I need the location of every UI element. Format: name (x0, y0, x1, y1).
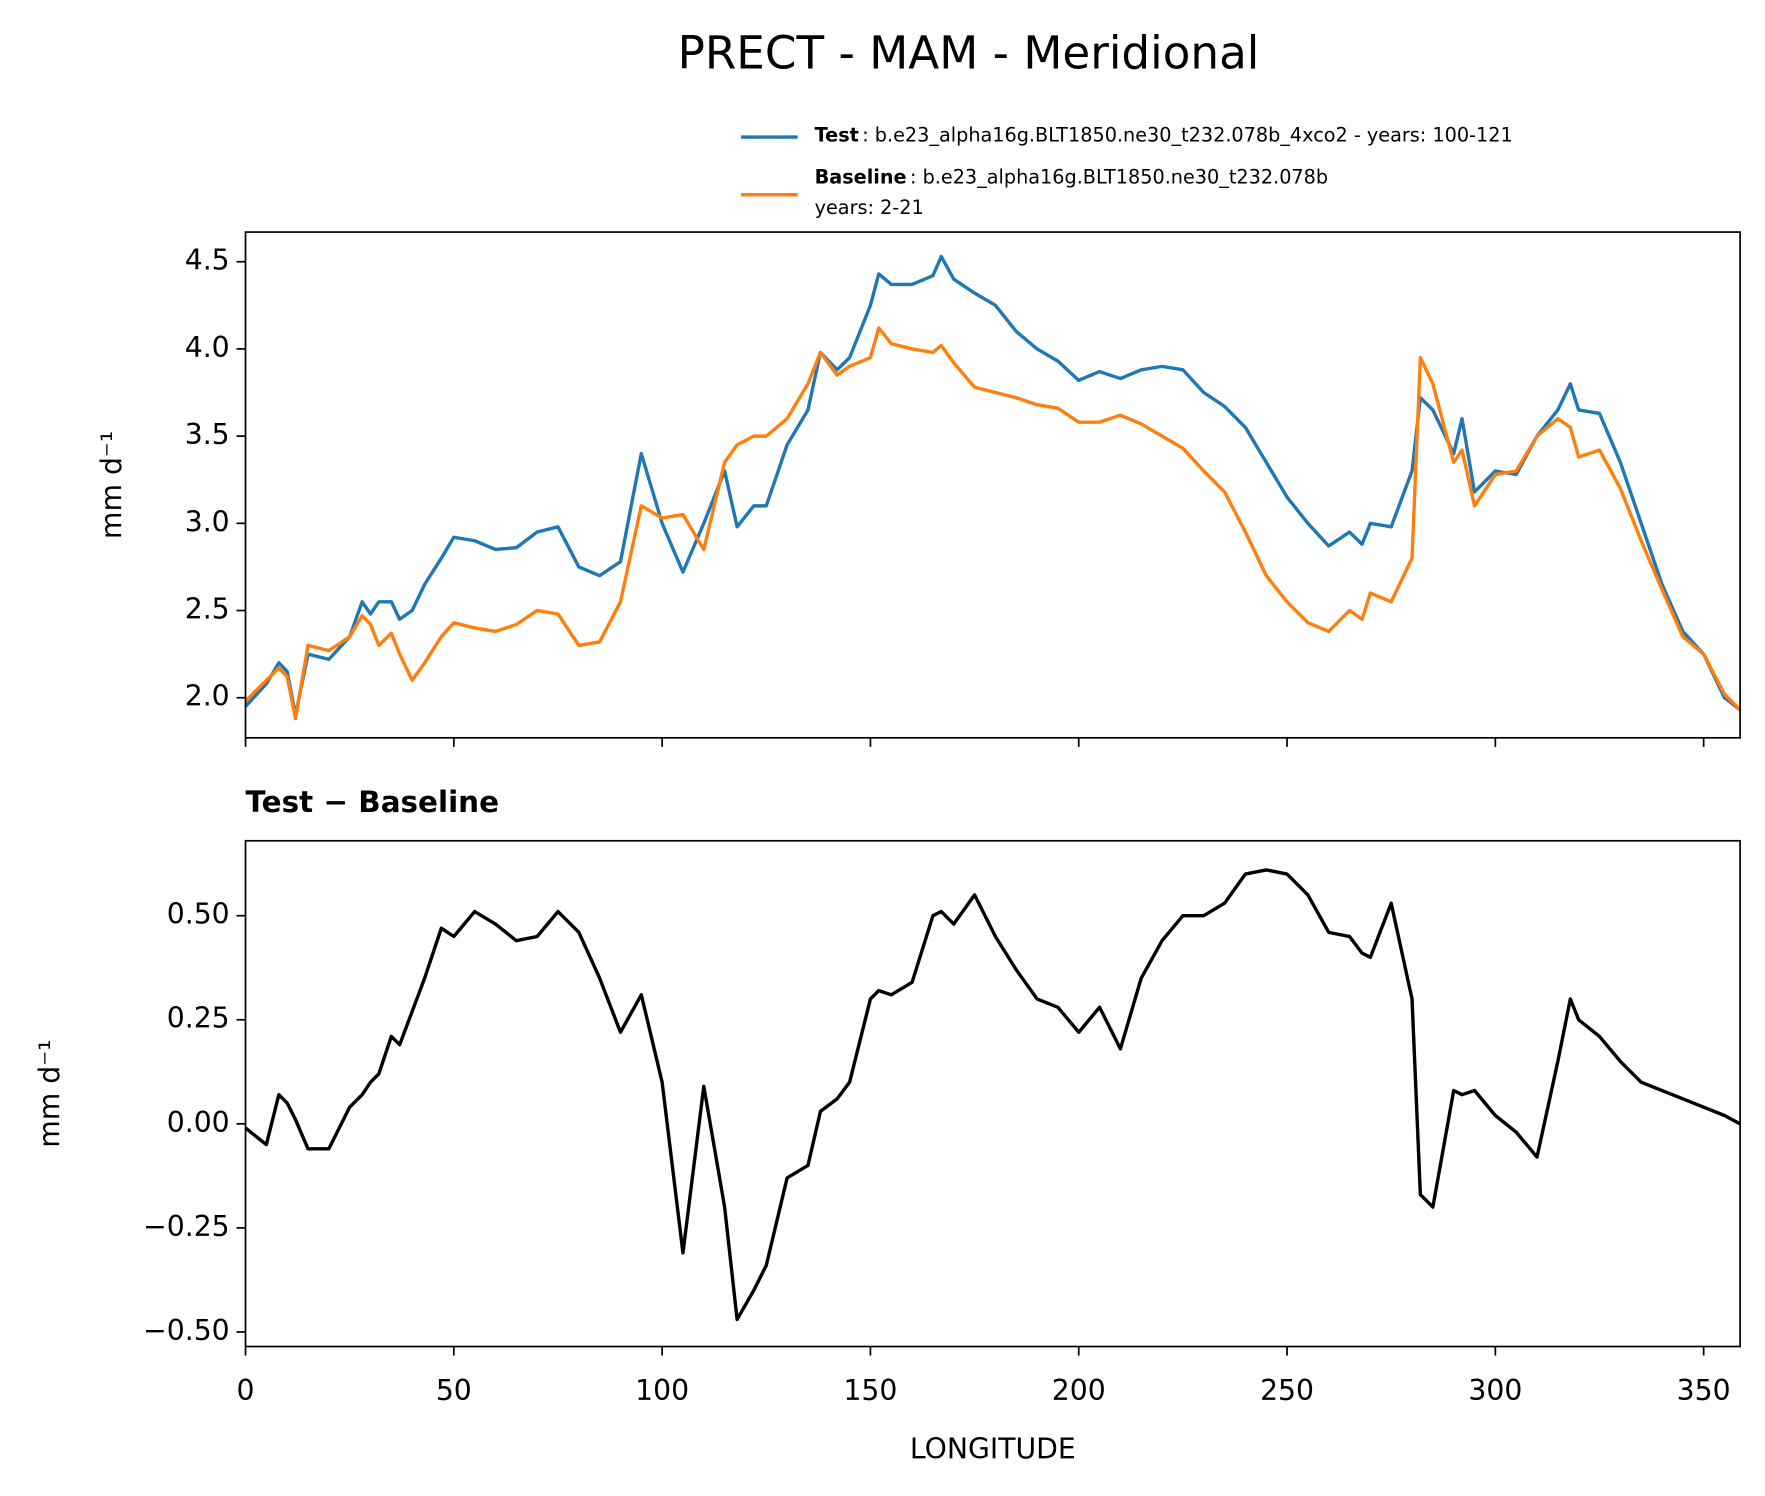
x-tick-label: 150 (843, 1374, 897, 1407)
x-axis-label: LONGITUDE (910, 1433, 1076, 1466)
legend-text: years: 2-21 (815, 196, 924, 219)
y-axis-label: mm d⁻¹ (95, 431, 128, 539)
subplot-title: Test − Baseline (246, 785, 500, 819)
x-tick-label: 300 (1468, 1374, 1522, 1407)
y-tick-label: 4.5 (185, 244, 230, 277)
y-tick-label: −0.25 (143, 1210, 230, 1243)
x-tick-label: 50 (436, 1374, 472, 1407)
legend-name: Test (815, 123, 859, 146)
y-tick-label: 2.0 (185, 680, 230, 713)
legend-text: : b.e23_alpha16g.BLT1850.ne30_t232.078b (910, 165, 1328, 188)
y-axis-label: mm d⁻¹ (33, 1040, 66, 1148)
axes-frame (244, 231, 1741, 739)
y-tick-label: 0.00 (167, 1106, 230, 1139)
axes-frame (244, 839, 1741, 1348)
legend-name: Baseline (815, 165, 907, 188)
x-tick-label: 200 (1052, 1374, 1106, 1407)
figure-title: PRECT - MAM - Meridional (678, 27, 1260, 80)
x-tick-label: 350 (1677, 1374, 1731, 1407)
data-line (244, 326, 1742, 721)
data-line (244, 254, 1742, 717)
y-tick-label: 3.0 (185, 505, 230, 538)
x-tick-label: 0 (237, 1374, 255, 1407)
data-line (244, 868, 1741, 1322)
x-tick-label: 100 (635, 1374, 689, 1407)
legend-text: : b.e23_alpha16g.BLT1850.ne30_t232.078b_… (862, 123, 1512, 146)
y-tick-label: 0.50 (167, 898, 230, 931)
y-tick-label: 3.5 (185, 418, 230, 451)
y-tick-label: −0.50 (143, 1314, 230, 1347)
x-tick-label: 250 (1260, 1374, 1314, 1407)
y-tick-label: 2.5 (185, 593, 230, 626)
y-tick-label: 4.0 (185, 331, 230, 364)
y-tick-label: 0.25 (167, 1002, 230, 1035)
